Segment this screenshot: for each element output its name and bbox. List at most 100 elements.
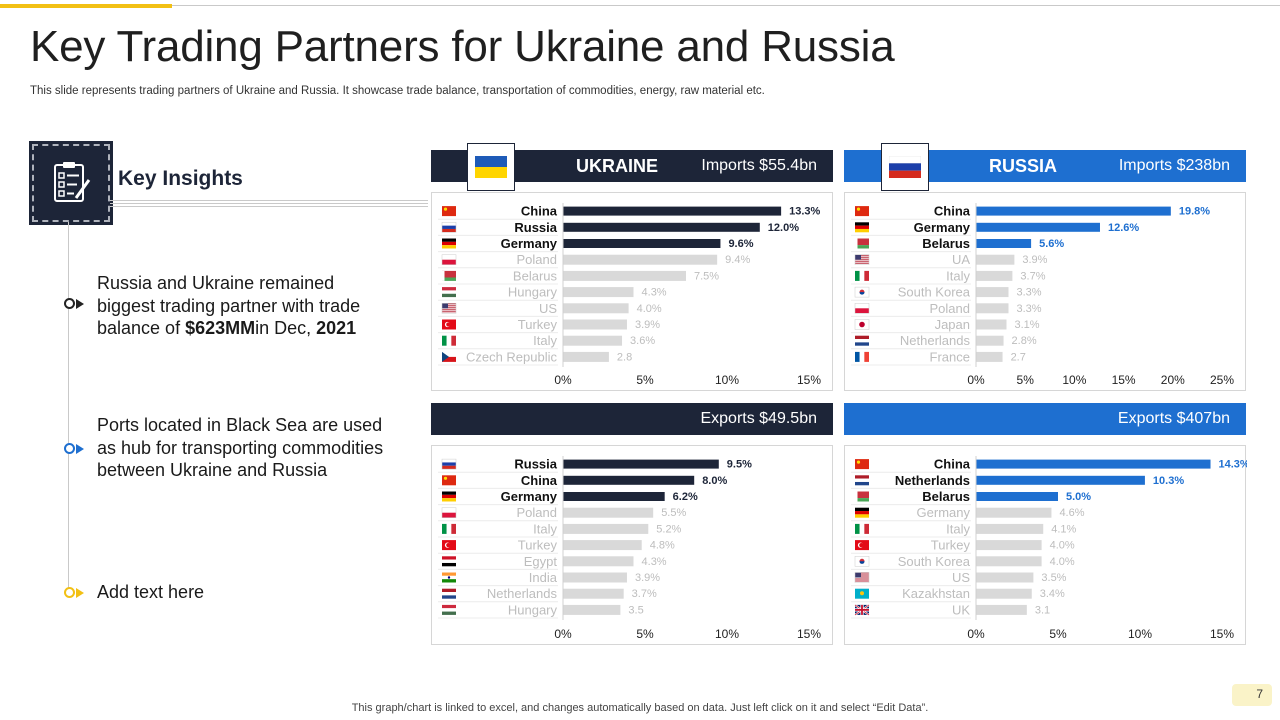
value-label: 4.0% [1050, 540, 1075, 552]
germany-flag-icon [442, 491, 456, 502]
value-label: 3.7% [1020, 270, 1045, 282]
key-insights-icon-box [29, 141, 113, 225]
category-label: Netherlands [900, 333, 971, 348]
category-label: Germany [501, 489, 558, 504]
netherlands-flag-icon [855, 335, 869, 346]
x-tick-label: 15% [1210, 627, 1234, 641]
hungary-flag-icon [442, 287, 456, 298]
bar [976, 475, 1145, 485]
russia-exports-svg: China 14.3% Netherlands 10.3% Belarus 5.0% Ger… [851, 456, 1247, 641]
southkorea-flag-icon [854, 556, 870, 567]
russia-country-label: RUSSIA [989, 156, 1058, 176]
category-label: Italy [533, 521, 557, 536]
bar [976, 588, 1032, 599]
bullet-marker-1 [64, 298, 84, 309]
category-label: Italy [946, 521, 970, 536]
accent-bar [0, 4, 172, 8]
bar [976, 319, 1007, 330]
china-flag-icon [855, 459, 869, 470]
bar [976, 572, 1034, 583]
title-underline [110, 200, 428, 208]
category-label: US [952, 570, 970, 585]
category-label: Turkey [931, 538, 971, 553]
x-tick-label: 5% [1017, 373, 1035, 387]
category-label: UA [952, 252, 970, 267]
bar [976, 556, 1042, 567]
value-label: 3.9% [635, 572, 660, 584]
turkey-flag-icon [442, 540, 456, 551]
turkey-flag-icon [855, 540, 869, 551]
value-label: 5.6% [1039, 238, 1064, 250]
chart-row-turkey: Turkey 4.0% [851, 538, 1075, 554]
bar [563, 572, 627, 583]
value-label: 4.6% [1059, 507, 1084, 519]
ukraine-imports-svg: China 13.3% Russia 12.0% Germany 9.6% Poland 9.… [438, 203, 821, 387]
belarus-flag-icon [855, 238, 869, 249]
russia-imports-svg: China 19.8% Germany 12.6% Belarus 5.6% UA 3.9% I… [851, 203, 1234, 387]
category-label: Japan [935, 317, 970, 332]
chart-row-hungary: Hungary 4.3% [438, 285, 667, 301]
japan-flag-icon [854, 319, 870, 330]
bullet-2-line-3: between Ukraine and Russia [97, 460, 328, 480]
value-label: 3.5% [1041, 572, 1066, 584]
bar [563, 556, 634, 567]
x-tick-label: 20% [1161, 373, 1185, 387]
x-tick-label: 25% [1210, 373, 1234, 387]
bar [976, 270, 1013, 281]
value-label: 10.3% [1153, 475, 1184, 487]
chart-row-netherlands: Netherlands 3.7% [438, 586, 657, 603]
chart-row-india: India 3.9% [438, 570, 660, 587]
ukraine-flag-box [467, 143, 515, 191]
czech-flag-icon [442, 351, 456, 362]
chart-row-germany: Germany 9.6% [438, 236, 754, 253]
ukraine-imports-value: Imports $55.4bn [701, 157, 817, 174]
poland-flag-icon [441, 507, 457, 518]
chart-row-italy: Italy 3.6% [438, 333, 655, 350]
russia-flag-icon [441, 222, 457, 233]
italy-flag-icon [855, 523, 869, 534]
category-label: China [521, 204, 558, 219]
chart-row-japan: Japan 3.1% [851, 317, 1040, 334]
category-label: Belarus [513, 268, 558, 283]
netherlands-flag-icon [855, 475, 869, 486]
ukraine-country-label: UKRAINE [576, 156, 659, 176]
top-divider [172, 5, 1280, 6]
chart-row-netherlands: Netherlands 2.8% [851, 333, 1037, 350]
chart-row-south-korea: South Korea 3.3% [851, 285, 1042, 301]
chart-row-russia: Russia 12.0% [438, 220, 799, 236]
russia-exports-value: Exports $407bn [1117, 410, 1230, 427]
bar [976, 540, 1042, 551]
india-flag-icon [442, 572, 456, 583]
category-label: Poland [517, 505, 557, 520]
bar [976, 507, 1052, 518]
ukraine-imports-chart: China 13.3% Russia 12.0% Germany 9.6% Poland 9.… [431, 192, 833, 391]
category-label: Belarus [922, 236, 970, 251]
x-tick-label: 10% [1128, 627, 1152, 641]
x-tick-label: 0% [554, 373, 572, 387]
russia-flag-icon [889, 156, 921, 178]
germany-flag-icon [442, 238, 456, 249]
page-subtitle: This slide represents trading partners o… [30, 85, 765, 97]
value-label: 9.5% [727, 459, 752, 471]
bar [563, 222, 760, 232]
bar [563, 319, 627, 330]
chart-row-egypt: Egypt 4.3% [438, 554, 667, 570]
value-label: 3.3% [1016, 303, 1041, 315]
x-tick-label: 15% [797, 373, 821, 387]
value-label: 4.8% [650, 540, 675, 552]
southkorea-flag-icon [854, 286, 870, 298]
x-tick-label: 0% [554, 627, 572, 641]
bar [976, 523, 1044, 534]
bar [563, 287, 634, 298]
germany-flag-icon [855, 507, 869, 518]
category-label: UK [952, 602, 970, 617]
value-label: 3.3% [1016, 287, 1041, 299]
category-label: France [930, 349, 970, 364]
bar [563, 459, 719, 469]
category-label: Turkey [518, 317, 558, 332]
russia-exports-chart: China 14.3% Netherlands 10.3% Belarus 5.0% Ger… [844, 445, 1247, 645]
hungary-flag-icon [442, 604, 456, 615]
value-label: 9.6% [728, 238, 753, 250]
value-label: 19.8% [1179, 206, 1210, 218]
value-label: 3.1 [1035, 604, 1050, 616]
